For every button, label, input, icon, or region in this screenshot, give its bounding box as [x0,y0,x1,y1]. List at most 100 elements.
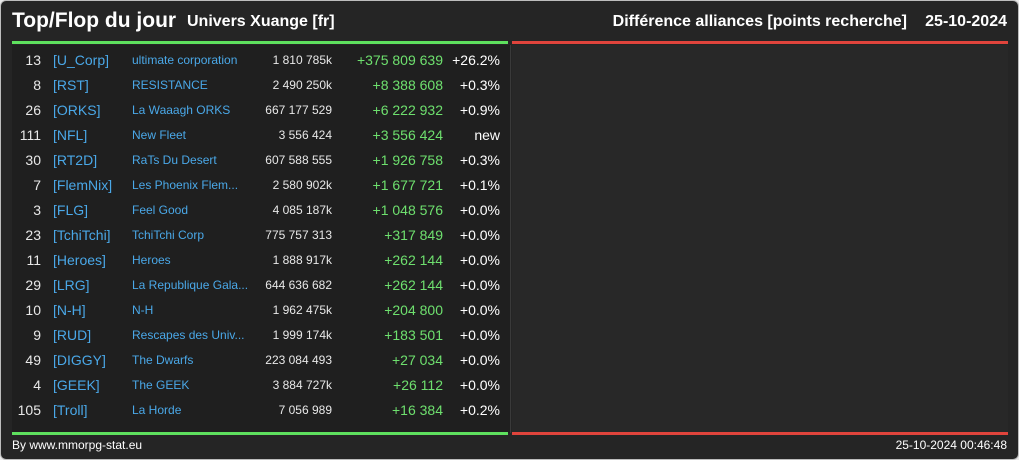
table-row: 111 [NFL] New Fleet 3 556 424 +3 556 424 new [12,123,510,148]
difference-cell: +183 501 [384,327,443,343]
table-row: 3 [FLG] Feel Good 4 085 187k +1 048 576 +0.0% [12,198,510,223]
alliance-tag-link[interactable]: [Troll] [53,402,88,418]
difference-cell: +27 034 [392,352,443,368]
percent-cell: +0.0% [459,302,500,318]
alliance-tag-link[interactable]: [LRG] [53,277,90,293]
alliance-tag-link[interactable]: [RUD] [53,327,92,343]
percent-cell: +0.0% [459,327,500,343]
difference-cell: +262 144 [384,277,443,293]
table-row: 30 [RT2D] RaTs Du Desert 607 588 555 +1 926 … [12,148,510,173]
table-row: 7 [FlemNix] Les Phoenix Flem... 2 580 902k +… [12,173,510,198]
alliance-tag-link[interactable]: [U_Corp] [53,52,110,68]
difference-cell: +6 222 932 [372,102,443,118]
rank-cell: 105 [17,402,41,418]
percent-cell: +0.1% [459,177,500,193]
flop-list [512,45,1008,433]
alliance-tag-link[interactable]: [ORKS] [53,102,101,118]
alliance-name-link[interactable]: Feel Good [132,203,189,217]
points-cell: 223 084 493 [265,353,332,367]
points-cell: 2 580 902k [272,178,332,192]
percent-cell: +0.3% [459,77,500,93]
rank-cell: 30 [25,152,41,168]
alliance-name-link[interactable]: N-H [132,303,154,317]
points-cell: 1 999 174k [272,328,332,342]
difference-cell: +204 800 [384,302,443,318]
difference-cell: +262 144 [384,252,443,268]
percent-cell: new [474,127,500,143]
top-list: 13 [U_Corp] ultimate corporation 1 810 785k… [12,45,510,433]
top-divider-red [512,41,1008,44]
difference-cell: +1 926 758 [372,152,443,168]
points-cell: 667 177 529 [265,103,332,117]
table-row: 4 [GEEK] The GEEK 3 884 727k +26 112 +0.0% [12,373,510,398]
page-title: Top/Flop du jour [12,9,177,32]
alliance-name-link[interactable]: ultimate corporation [132,53,238,67]
alliance-name-link[interactable]: Les Phoenix Flem... [132,178,239,192]
alliance-tag-link[interactable]: [FlemNix] [53,177,113,193]
bottom-divider-red [512,432,1008,435]
alliance-name-link[interactable]: RaTs Du Desert [132,153,217,167]
alliance-name-link[interactable]: The Dwarfs [132,353,194,367]
points-cell: 4 085 187k [272,203,332,217]
difference-cell: +375 809 639 [356,52,443,68]
percent-cell: +0.0% [459,352,500,368]
alliance-tag-link[interactable]: [RT2D] [53,152,98,168]
difference-cell: +8 388 608 [372,77,443,93]
points-cell: 607 588 555 [265,153,332,167]
alliance-name-link[interactable]: TchiTchi Corp [132,228,205,242]
credit-text: By www.mmorpg-stat.eu [12,438,143,452]
alliance-tag-link[interactable]: [RST] [53,77,89,93]
top-divider-green [12,41,508,44]
points-cell: 1 888 917k [272,253,332,267]
points-cell: 3 884 727k [272,378,332,392]
alliance-name-link[interactable]: Rescapes des Univ... [132,328,245,342]
percent-cell: +0.0% [459,377,500,393]
table-row: 29 [LRG] La Republique Gala... 644 636 682 +… [12,273,510,298]
table-row: 10 [N-H] N-H 1 962 475k +204 800 +0.0% [12,298,510,323]
alliance-tag-link[interactable]: [TchiTchi] [53,227,111,243]
alliance-name-link[interactable]: La Horde [132,403,182,417]
points-cell: 3 556 424 [278,128,332,142]
panel-divider [510,45,511,433]
alliance-tag-link[interactable]: [DIGGY] [53,352,106,368]
rank-cell: 10 [25,302,41,318]
header: Top/Flop du jour Univers Xuange [fr] Dif… [1,1,1018,41]
table-row: 13 [U_Corp] ultimate corporation 1 810 785k… [12,48,510,73]
difference-cell: +317 849 [384,227,443,243]
rank-cell: 8 [33,77,41,93]
date-label: 25-10-2024 [925,13,1007,30]
alliance-name-link[interactable]: New Fleet [132,128,187,142]
alliance-name-link[interactable]: RESISTANCE [132,78,208,92]
alliance-tag-link[interactable]: [FLG] [53,202,89,218]
rank-cell: 29 [25,277,41,293]
percent-cell: +0.0% [459,202,500,218]
table-row: 105 [Troll] La Horde 7 056 989 +16 384 +0.2% [12,398,510,423]
rank-cell: 7 [33,177,41,193]
alliance-tag-link[interactable]: [GEEK] [53,377,100,393]
rank-cell: 4 [33,377,41,393]
alliance-name-link[interactable]: The GEEK [132,378,190,392]
alliance-name-link[interactable]: La Waaagh ORKS [132,103,231,117]
rank-cell: 49 [25,352,41,368]
table-row: 49 [DIGGY] The Dwarfs 223 084 493 +27 034 +0.… [12,348,510,373]
table-row: 26 [ORKS] La Waaagh ORKS 667 177 529 +6 222 … [12,98,510,123]
rank-cell: 9 [33,327,41,343]
alliance-name-link[interactable]: La Republique Gala... [132,278,249,292]
rank-cell: 26 [25,102,41,118]
alliance-tag-link[interactable]: [NFL] [53,127,88,143]
percent-cell: +0.9% [459,102,500,118]
table-row: 9 [RUD] Rescapes des Univ... 1 999 174k +183… [12,323,510,348]
alliance-tag-link[interactable]: [N-H] [53,302,86,318]
table-row: 8 [RST] RESISTANCE 2 490 250k +8 388 608 +0.3… [12,73,510,98]
rank-cell: 111 [19,127,41,143]
percent-cell: +0.0% [459,277,500,293]
points-cell: 1 962 475k [272,303,332,317]
points-cell: 7 056 989 [278,403,332,417]
bottom-divider-green [12,432,508,435]
rank-cell: 11 [26,252,41,268]
alliance-tag-link[interactable]: [Heroes] [53,252,106,268]
points-cell: 2 490 250k [272,78,332,92]
table-row: 11 [Heroes] Heroes 1 888 917k +262 144 +0.0% [12,248,510,273]
alliance-name-link[interactable]: Heroes [132,253,171,267]
